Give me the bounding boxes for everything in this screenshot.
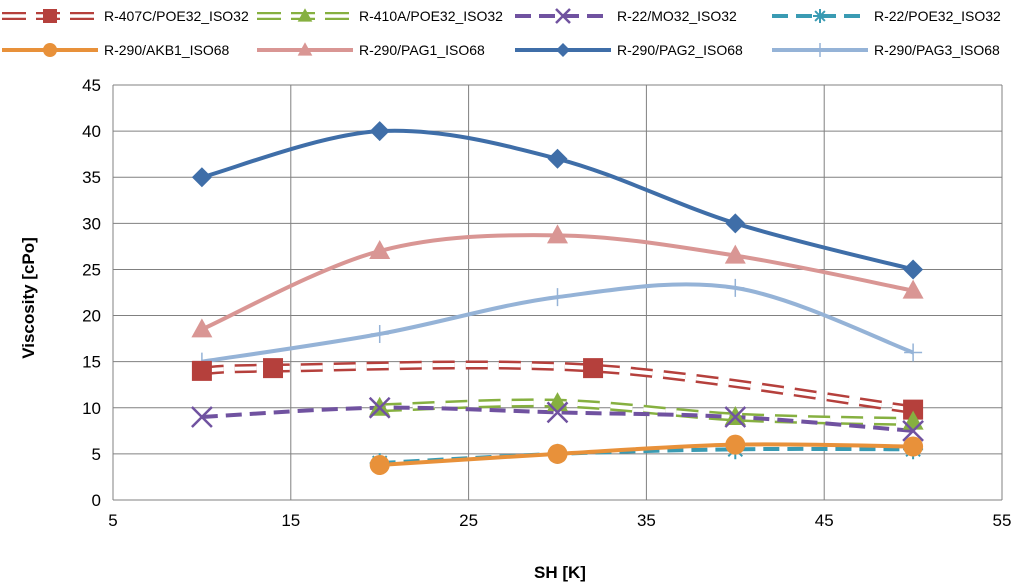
data-point: [43, 43, 57, 57]
data-point: [904, 343, 923, 362]
x-tick-label: 45: [815, 511, 834, 530]
y-tick-label: 0: [92, 491, 101, 510]
data-point: [191, 167, 212, 188]
data-point: [902, 279, 924, 299]
series-markers-5: [191, 224, 924, 338]
data-point: [368, 396, 391, 419]
data-point: [725, 434, 746, 455]
x-tick-label: 25: [459, 511, 478, 530]
y-tick-label: 15: [82, 353, 101, 372]
data-point: [43, 9, 57, 23]
data-point: [903, 436, 924, 457]
legend-label: R-22/POE32_ISO32: [874, 8, 1001, 24]
data-point: [725, 213, 746, 234]
series-layer: [191, 121, 924, 475]
x-tick-label: 5: [108, 511, 117, 530]
x-tick-label: 35: [637, 511, 656, 530]
data-point: [903, 399, 924, 420]
legend-label: R-290/PAG2_ISO68: [617, 42, 743, 58]
legend-item: R-290/PAG3_ISO68: [772, 42, 1000, 58]
legend-label: R-290/PAG3_ISO68: [874, 42, 1000, 58]
x-axis-ticks: 5 15 25 35 45 55: [108, 511, 1011, 530]
legend-item: R-22/MO32_ISO32: [515, 8, 737, 24]
data-point: [547, 148, 568, 169]
data-point: [263, 358, 284, 379]
data-point: [297, 42, 313, 56]
series-0: [201, 360, 914, 415]
legend-item: R-407C/POE32_ISO32: [2, 8, 249, 24]
data-point: [813, 43, 827, 57]
legend-item: R-290/AKB1_ISO68: [2, 42, 230, 58]
data-point: [726, 278, 745, 297]
data-point: [555, 8, 571, 24]
data-point: [369, 121, 390, 142]
data-point: [556, 43, 570, 57]
y-tick-label: 10: [82, 399, 101, 418]
legend-label: R-290/PAG1_ISO68: [359, 42, 485, 58]
data-point: [903, 259, 924, 280]
data-point: [583, 358, 604, 379]
series-markers-7: [192, 278, 923, 371]
data-point: [902, 419, 924, 442]
series-markers-0: [191, 358, 924, 420]
y-tick-label: 40: [82, 122, 101, 141]
x-tick-label: 15: [281, 511, 300, 530]
data-point: [724, 244, 746, 264]
series-line-inner: [379, 400, 914, 424]
data-point: [191, 360, 212, 381]
y-tick-label: 45: [82, 76, 101, 95]
data-point: [191, 406, 213, 428]
y-tick-label: 5: [92, 445, 101, 464]
data-point: [546, 401, 569, 424]
data-point: [547, 224, 568, 244]
y-axis-title: Viscosity [cPo]: [19, 237, 38, 359]
y-tick-label: 30: [82, 214, 101, 233]
legend-item: R-410A/POE32_ISO32: [257, 8, 503, 24]
series-4: [379, 442, 914, 467]
legend-label: R-407C/POE32_ISO32: [104, 8, 249, 24]
legend-label: R-290/AKB1_ISO68: [104, 42, 230, 58]
data-point: [813, 9, 827, 23]
x-axis-title: SH [K]: [534, 563, 586, 582]
data-point: [297, 8, 313, 22]
legend-item: R-290/PAG1_ISO68: [257, 42, 485, 58]
legend-label: R-22/MO32_ISO32: [617, 8, 737, 24]
y-axis-ticks: 0 5 10 15 20 25 30 35 40 45: [82, 76, 101, 510]
legend: R-407C/POE32_ISO32 R-410A/POE32_ISO32 R-22…: [2, 8, 1001, 58]
series-line-inner: [201, 362, 914, 412]
data-point: [724, 406, 747, 428]
legend-item: R-22/POE32_ISO32: [772, 8, 1001, 24]
legend-item: R-290/PAG2_ISO68: [515, 42, 743, 58]
x-tick-label: 55: [993, 511, 1012, 530]
data-point: [191, 318, 213, 338]
y-tick-label: 35: [82, 168, 101, 187]
data-point: [548, 288, 567, 307]
series-markers-6: [191, 121, 924, 280]
data-point: [547, 443, 568, 464]
series-line: [379, 442, 914, 467]
grid: [112, 84, 1003, 501]
series-1: [379, 398, 914, 427]
data-point: [370, 325, 389, 343]
data-point: [369, 454, 390, 475]
series-markers-2: [191, 396, 924, 442]
series-markers-4: [369, 434, 924, 475]
legend-label: R-410A/POE32_ISO32: [359, 8, 503, 24]
data-point: [369, 240, 391, 259]
y-tick-label: 25: [82, 260, 101, 279]
y-tick-label: 20: [82, 307, 101, 326]
